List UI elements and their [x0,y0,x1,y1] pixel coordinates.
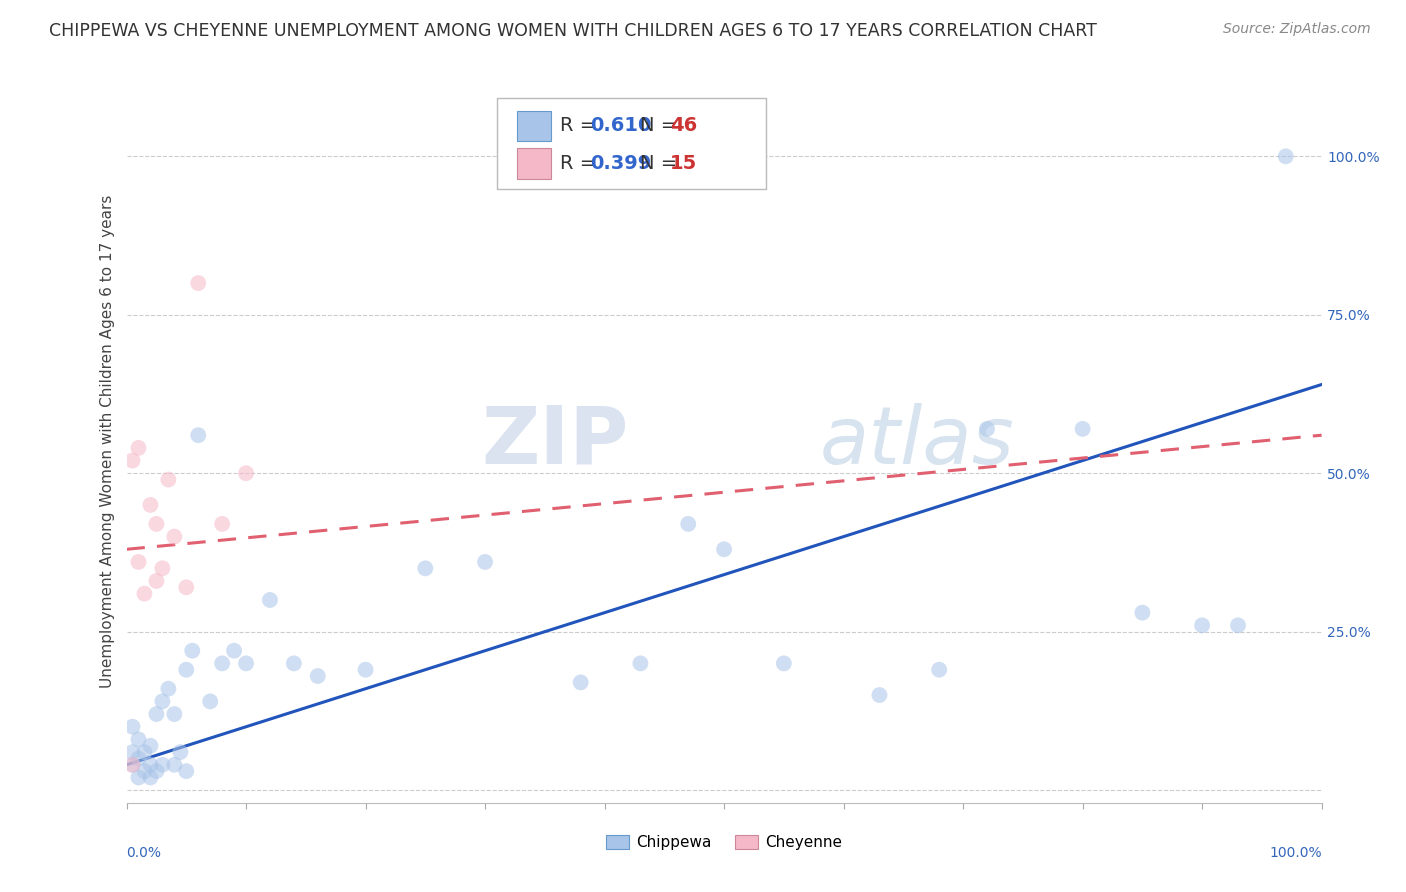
Point [283,657,305,671]
Point [174,663,197,677]
Point [145,764,167,778]
Point [307,669,329,683]
Point [354,663,377,677]
Point [139,771,162,785]
Point [169,745,191,759]
Point [139,739,162,753]
Text: 15: 15 [671,153,697,173]
Point [127,441,149,455]
Point [1071,422,1094,436]
FancyBboxPatch shape [498,98,766,189]
Point [259,593,281,607]
Point [174,764,197,778]
Point [150,561,174,575]
Text: Source: ZipAtlas.com: Source: ZipAtlas.com [1223,22,1371,37]
Point [163,530,186,544]
Point [211,657,233,671]
Point [474,555,496,569]
Point [200,694,222,708]
Point [187,276,209,290]
Text: 46: 46 [671,116,697,136]
Text: 0.0%: 0.0% [127,847,162,860]
Point [121,745,143,759]
Point [235,657,257,671]
Point [222,643,246,657]
Point [127,732,149,747]
Point [773,657,796,671]
Text: 0.399: 0.399 [591,153,651,173]
Legend: Chippewa, Cheyenne: Chippewa, Cheyenne [600,830,848,856]
Point [163,707,186,722]
Point [211,516,233,531]
Point [1130,606,1153,620]
Point [157,473,180,487]
Point [150,694,174,708]
Point [145,707,167,722]
Y-axis label: Unemployment Among Women with Children Ages 6 to 17 years: Unemployment Among Women with Children A… [100,194,115,689]
Point [134,764,156,778]
Point [163,757,186,772]
Point [127,771,149,785]
Point [187,428,209,442]
Point [150,757,174,772]
FancyBboxPatch shape [517,148,551,178]
Point [139,757,162,772]
Point [145,516,167,531]
Text: R =: R = [561,116,603,136]
Text: R =: R = [561,153,603,173]
Point [1274,149,1296,163]
Point [157,681,180,696]
Point [121,453,143,467]
Point [676,516,699,531]
Point [181,643,204,657]
Point [121,757,143,772]
Text: N =: N = [641,153,683,173]
Point [569,675,592,690]
Point [868,688,891,702]
Point [1191,618,1213,632]
Point [174,580,197,594]
Text: atlas: atlas [820,402,1015,481]
Point [1226,618,1249,632]
Point [127,751,149,765]
Point [976,422,998,436]
Point [145,574,167,588]
Point [121,757,143,772]
Point [628,657,651,671]
Text: ZIP: ZIP [481,402,628,481]
Point [134,745,156,759]
Text: N =: N = [641,116,683,136]
Text: 0.610: 0.610 [591,116,651,136]
Point [139,498,162,512]
Text: 100.0%: 100.0% [1270,847,1322,860]
FancyBboxPatch shape [517,111,551,141]
Point [928,663,950,677]
Point [413,561,436,575]
Point [713,542,735,557]
Text: CHIPPEWA VS CHEYENNE UNEMPLOYMENT AMONG WOMEN WITH CHILDREN AGES 6 TO 17 YEARS C: CHIPPEWA VS CHEYENNE UNEMPLOYMENT AMONG … [49,22,1097,40]
Point [235,467,257,481]
Point [121,720,143,734]
Point [134,587,156,601]
Point [127,555,149,569]
